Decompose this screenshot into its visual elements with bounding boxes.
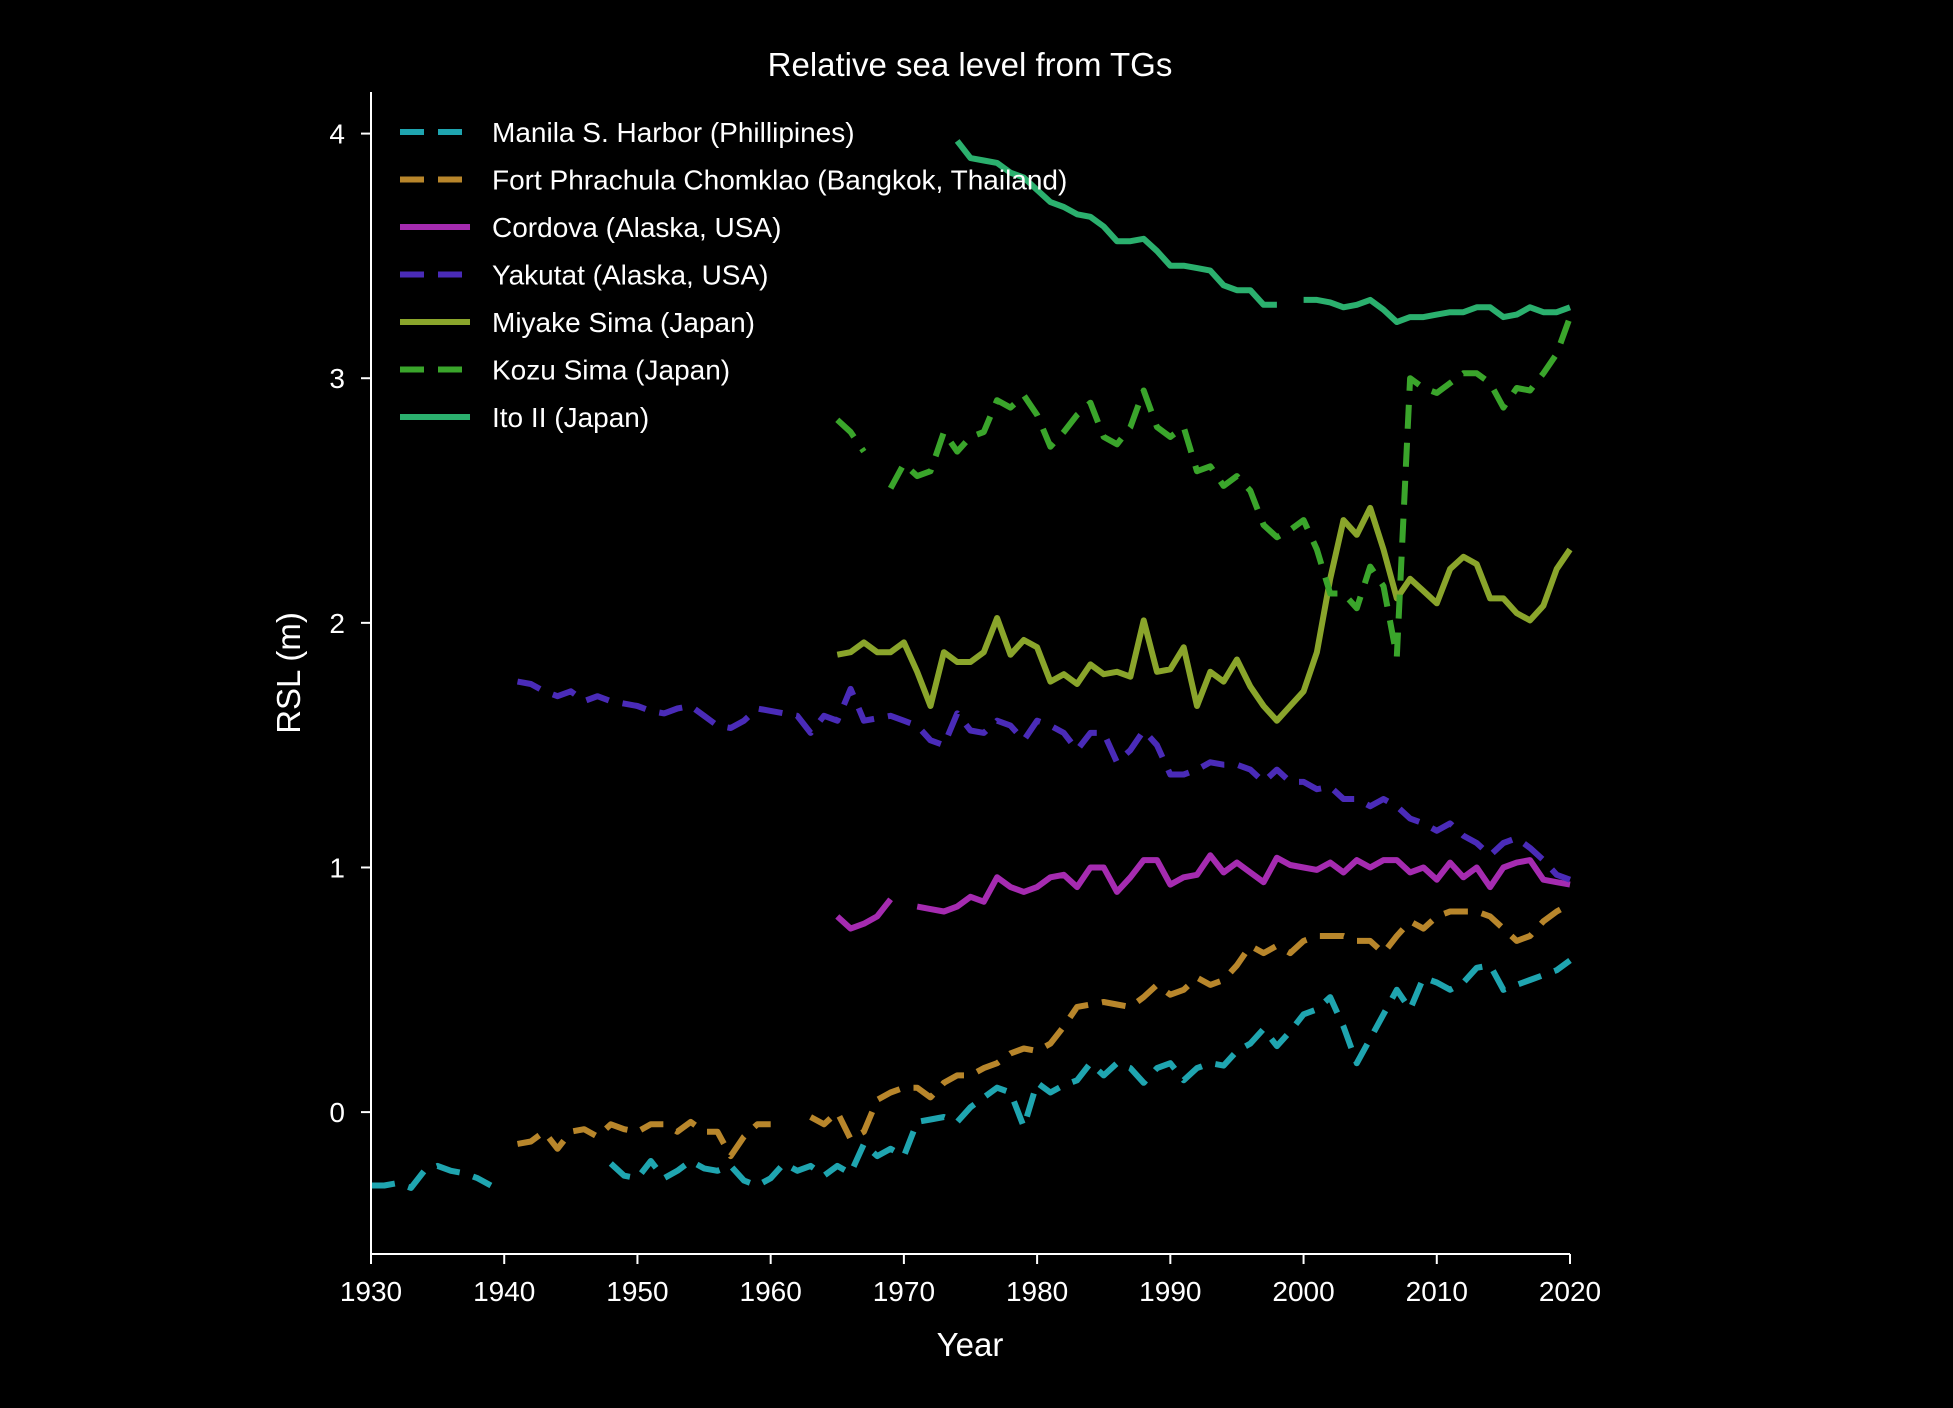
y-tick-label: 1 [329,852,345,883]
plot-area [371,139,1573,1191]
legend-label: Ito II (Japan) [492,402,649,433]
y-axis: 0 1 2 3 4 [329,92,372,1254]
series-line-manila-s-harbor-phillipines [371,957,1572,1191]
legend-item-manila-s-harbor-phillipines: Manila S. Harbor (Phillipines) [400,117,855,148]
x-tick-label: 1980 [1006,1276,1068,1307]
legend: Manila S. Harbor (Phillipines) Fort Phrac… [400,117,1067,433]
y-tick-label: 3 [329,363,345,394]
x-tick-label: 1930 [340,1276,402,1307]
x-tick-label: 1940 [473,1276,535,1307]
legend-label: Kozu Sima (Japan) [492,355,730,386]
x-tick-label: 1960 [740,1276,802,1307]
legend-label: Fort Phrachula Chomklao (Bangkok, Thaila… [492,165,1067,196]
series-line-ito-ii-japan [954,139,1572,325]
y-axis-label: RSL (m) [270,612,307,734]
legend-item-miyake-sima-japan: Miyake Sima (Japan) [400,307,755,338]
legend-label: Manila S. Harbor (Phillipines) [492,117,855,148]
x-tick-label: 1970 [873,1276,935,1307]
y-tick-label: 4 [329,119,345,150]
y-tick-label: 2 [329,608,345,639]
x-tick-label: 1990 [1139,1276,1201,1307]
x-tick-label: 2010 [1406,1276,1468,1307]
legend-item-fort-phrachula-chomklao-bangkok-thailand: Fort Phrachula Chomklao (Bangkok, Thaila… [400,165,1067,196]
series-line-cordova-alaska-usa [835,852,1571,932]
x-axis-label: Year [937,1326,1004,1363]
legend-item-yakutat-alaska-usa: Yakutat (Alaska, USA) [400,260,768,291]
legend-label: Yakutat (Alaska, USA) [492,260,768,291]
x-tick-label: 1950 [606,1276,668,1307]
series-line-miyake-sima-japan [836,504,1573,724]
chart-title: Relative sea level from TGs [768,46,1173,83]
series-line-kozu-sima-japan [835,316,1573,661]
legend-label: Cordova (Alaska, USA) [492,212,781,243]
legend-item-kozu-sima-japan: Kozu Sima (Japan) [400,355,730,386]
x-tick-label: 2020 [1539,1276,1601,1307]
x-tick-label: 2000 [1272,1276,1334,1307]
x-axis: 1930 1940 1950 1960 1970 1980 1990 2000 2010 2020 [340,1253,1601,1307]
series-line-fort-phrachula-chomklao-bangkok-thailand [516,901,1572,1160]
legend-item-ito-ii-japan: Ito II (Japan) [400,402,649,433]
legend-label: Miyake Sima (Japan) [492,307,755,338]
legend-item-cordova-alaska-usa: Cordova (Alaska, USA) [400,212,781,243]
y-tick-label: 0 [329,1097,345,1128]
